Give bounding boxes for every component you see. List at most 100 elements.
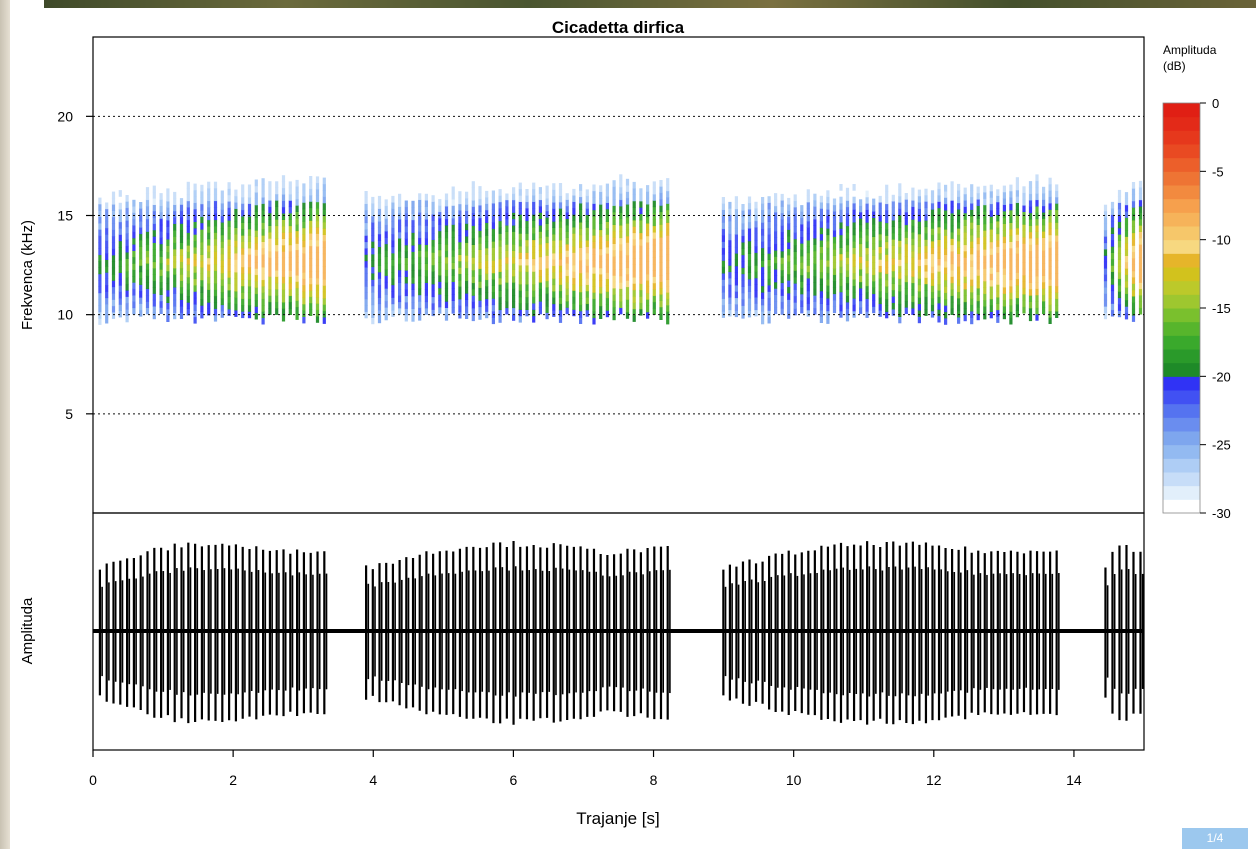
spectrogram-pulse <box>485 190 489 319</box>
colorbar-swatch <box>1163 103 1200 118</box>
waveform-pulse <box>566 545 571 720</box>
spectrogram-pulse <box>937 182 941 323</box>
colorbar-swatch <box>1163 362 1200 377</box>
waveform-pulse <box>296 549 301 717</box>
slide-page-badge: 1/4 <box>1182 828 1248 849</box>
x-tick-label: 4 <box>369 772 377 788</box>
spectrogram-pulse <box>111 191 116 319</box>
waveform-pulse <box>385 562 390 703</box>
colorbar-swatch <box>1163 376 1200 391</box>
spectrogram-pulse <box>505 193 509 315</box>
waveform-pulse <box>262 549 267 716</box>
waveform-pulse <box>505 547 510 719</box>
y-axis-label: Frekvenca (kHz) <box>19 220 36 330</box>
waveform-marks <box>93 540 1144 725</box>
colorbar-swatch <box>1163 485 1200 500</box>
waveform-pulse <box>418 554 423 711</box>
spectrogram-pulse <box>302 183 306 324</box>
header-photo-strip <box>44 0 1256 8</box>
colorbar-tick-label: -5 <box>1212 164 1224 179</box>
colorbar-swatch <box>1163 294 1200 309</box>
waveform-pulse <box>866 541 871 725</box>
spectrogram-pulse <box>465 191 469 319</box>
waveform-pulse <box>248 548 253 717</box>
waveform-pulse <box>666 546 671 720</box>
spectrogram-pulse <box>852 184 856 318</box>
spectrogram-pulse <box>152 185 156 320</box>
spectrogram-pulse <box>1042 186 1046 315</box>
waveform-pulse <box>539 547 544 719</box>
spectrogram-pulse <box>793 194 797 316</box>
spectrogram-pulse <box>315 176 320 323</box>
waveform-pulse <box>173 543 178 723</box>
waveform-pulse <box>606 555 611 711</box>
waveform-pulse <box>728 564 733 701</box>
spectrogram-pulse <box>800 205 804 314</box>
colorbar-swatch <box>1163 198 1200 213</box>
waveform-pulse <box>559 544 564 722</box>
waveform-pulse <box>735 566 740 699</box>
waveform-pulse <box>458 548 463 717</box>
y-tick-label: 15 <box>57 208 73 224</box>
spectrogram-pulse <box>865 190 869 318</box>
waveform-pulse <box>846 546 851 720</box>
spectrogram-pulse <box>139 202 143 317</box>
colorbar-swatch <box>1163 349 1200 364</box>
spectrogram-pulse <box>950 181 954 315</box>
spectrogram-pulse <box>845 187 850 322</box>
waveform-pulse <box>323 551 328 715</box>
spectrogram-pulse <box>832 198 837 314</box>
waveform-pulse <box>472 546 477 719</box>
waveform-pulse <box>859 545 864 721</box>
waveform-pulse <box>552 543 557 723</box>
waveform-pulse <box>911 541 916 725</box>
waveform-pulse <box>405 557 410 709</box>
spectrogram-pulse <box>1117 189 1122 318</box>
waveform-pulse <box>282 549 287 717</box>
waveform-pulse <box>977 550 982 715</box>
colorbar-swatch <box>1163 472 1200 487</box>
waveform-pulse <box>365 565 370 700</box>
colorbar-swatch <box>1163 116 1200 131</box>
waveform-pulse <box>478 547 484 718</box>
spectrogram-pulse <box>1002 185 1006 320</box>
colorbar-swatch <box>1163 458 1200 473</box>
spectrogram-pulse <box>193 183 197 324</box>
waveform-pulse <box>872 544 877 721</box>
waveform-pulse <box>633 549 638 717</box>
waveform-pulse <box>937 545 943 721</box>
waveform-pulse <box>1104 567 1109 698</box>
spectrogram-pulse <box>787 197 791 319</box>
spectrogram-pulse <box>741 204 745 319</box>
x-axis-ticks: 0 2 4 6 8 10 12 14 <box>89 750 1082 788</box>
spectrogram-pulse <box>451 186 455 314</box>
waveform-pulse <box>241 546 246 719</box>
spectrogram-pulse <box>904 193 908 314</box>
colorbar-tick-label: 0 <box>1212 96 1219 111</box>
spectrogram-pulse <box>813 193 817 315</box>
waveform-pulse <box>768 555 773 710</box>
spectrogram-pulse <box>761 197 765 325</box>
colorbar-swatch <box>1163 444 1200 459</box>
spectrogram-pulse <box>1015 177 1019 318</box>
waveform-pulse <box>200 546 205 720</box>
spectrogram-pulse <box>532 182 536 323</box>
spectrogram-pulse <box>839 184 843 318</box>
chart-title: Cicadetta dirfica <box>552 18 685 37</box>
waveform-pulse <box>1035 551 1041 715</box>
spectrogram-pulse <box>518 182 522 323</box>
spectrogram-pulse <box>105 202 109 324</box>
waveform-pulse <box>813 550 818 716</box>
waveform-pulse <box>579 546 584 720</box>
waveform-pulse <box>146 551 151 715</box>
spectrogram-pulse <box>498 189 502 323</box>
spectrogram-pulse <box>538 187 542 315</box>
x-tick-label: 12 <box>926 772 942 788</box>
spectrogram-pulse <box>1124 192 1129 320</box>
waveform-pulse <box>398 560 403 706</box>
spectrogram-pulse <box>268 181 272 315</box>
spectrogram-pulse <box>983 185 987 320</box>
spectrogram-pulse <box>213 181 218 322</box>
spectrogram-pulse <box>859 199 863 314</box>
